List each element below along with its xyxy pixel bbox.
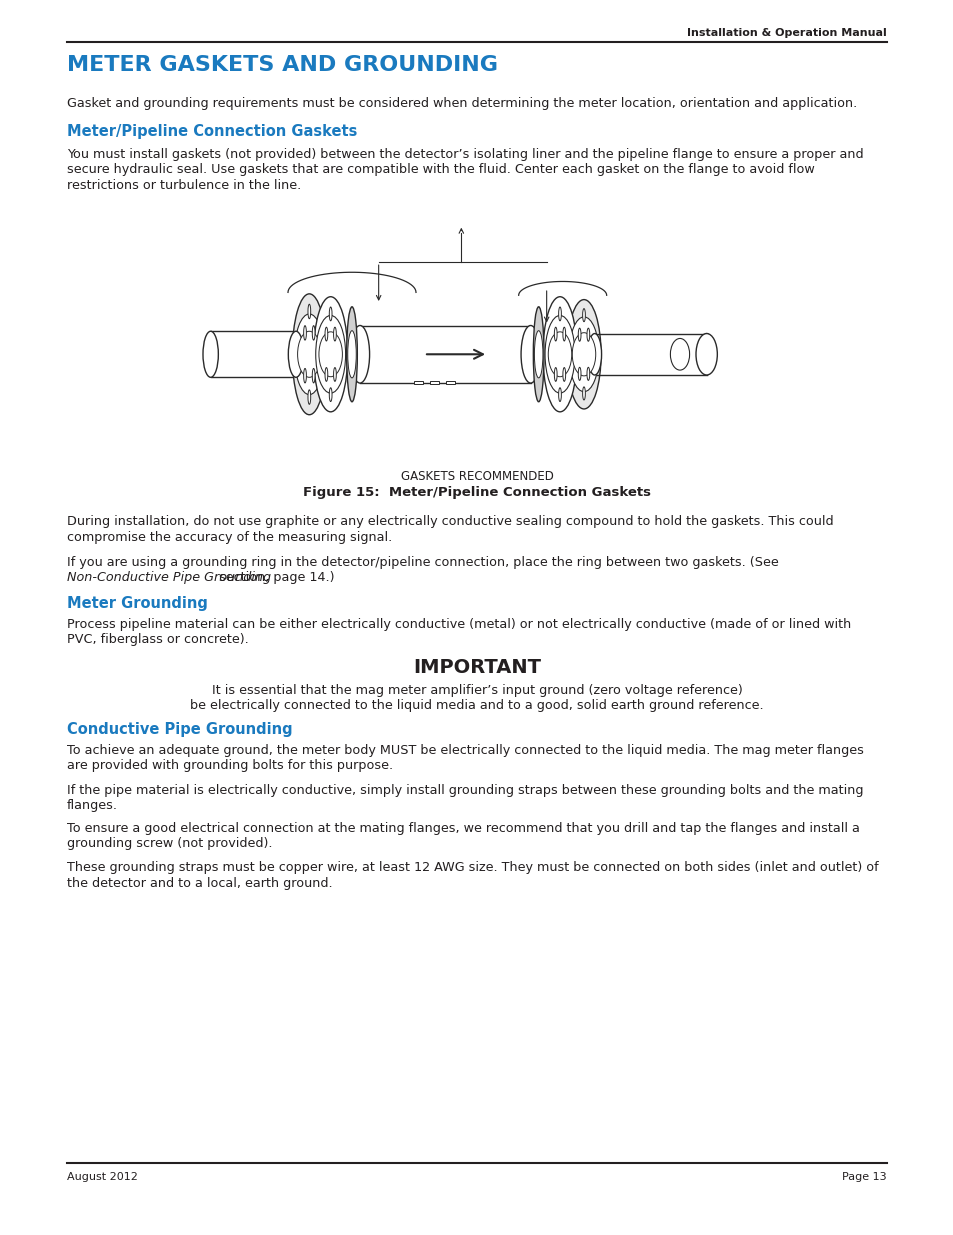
- Text: To achieve an adequate ground, the meter body MUST be electrically connected to : To achieve an adequate ground, the meter…: [67, 743, 863, 757]
- Ellipse shape: [554, 368, 557, 382]
- Ellipse shape: [325, 327, 328, 341]
- Text: If you are using a grounding ring in the detector/pipeline connection, place the: If you are using a grounding ring in the…: [67, 556, 778, 569]
- Ellipse shape: [303, 368, 306, 383]
- Text: METER GASKETS AND GROUNDING: METER GASKETS AND GROUNDING: [67, 56, 497, 75]
- Ellipse shape: [312, 368, 314, 383]
- Text: Non-Conductive Pipe Grounding: Non-Conductive Pipe Grounding: [67, 572, 271, 584]
- Text: the detector and to a local, earth ground.: the detector and to a local, earth groun…: [67, 877, 333, 889]
- Ellipse shape: [558, 308, 560, 321]
- Ellipse shape: [303, 326, 306, 340]
- Bar: [414, 382, 422, 384]
- Text: During installation, do not use graphite or any electrically conductive sealing : During installation, do not use graphite…: [67, 515, 833, 529]
- Text: Conductive Pipe Grounding: Conductive Pipe Grounding: [67, 722, 293, 737]
- Ellipse shape: [334, 368, 336, 382]
- Text: Process pipeline material can be either electrically conductive (metal) or not e: Process pipeline material can be either …: [67, 618, 850, 631]
- Ellipse shape: [586, 367, 589, 380]
- Ellipse shape: [292, 294, 326, 415]
- Text: To ensure a good electrical connection at the mating flanges, we recommend that : To ensure a good electrical connection a…: [67, 823, 859, 835]
- Text: You must install gaskets (not provided) between the detector’s isolating liner a: You must install gaskets (not provided) …: [67, 148, 862, 161]
- Ellipse shape: [318, 332, 342, 377]
- Text: Meter Grounding: Meter Grounding: [67, 597, 208, 611]
- Text: grounding screw (not provided).: grounding screw (not provided).: [67, 837, 273, 851]
- Ellipse shape: [699, 333, 713, 375]
- Text: GASKETS RECOMMENDED: GASKETS RECOMMENDED: [400, 471, 553, 483]
- Ellipse shape: [533, 306, 543, 401]
- Text: Page 13: Page 13: [841, 1172, 886, 1182]
- Ellipse shape: [569, 317, 598, 391]
- Text: are provided with grounding bolts for this purpose.: are provided with grounding bolts for th…: [67, 760, 393, 773]
- Bar: [430, 382, 438, 384]
- Ellipse shape: [346, 306, 357, 401]
- Ellipse shape: [329, 308, 332, 321]
- Ellipse shape: [520, 326, 539, 383]
- Ellipse shape: [544, 315, 575, 393]
- Text: compromise the accuracy of the measuring signal.: compromise the accuracy of the measuring…: [67, 531, 392, 543]
- Text: PVC, fiberglass or concrete).: PVC, fiberglass or concrete).: [67, 634, 249, 646]
- Text: Figure 15:  Meter/Pipeline Connection Gaskets: Figure 15: Meter/Pipeline Connection Gas…: [303, 487, 650, 499]
- Ellipse shape: [288, 331, 303, 378]
- Ellipse shape: [294, 314, 324, 394]
- Ellipse shape: [582, 309, 585, 321]
- Text: Installation & Operation Manual: Installation & Operation Manual: [686, 28, 886, 38]
- Ellipse shape: [562, 327, 565, 341]
- Text: restrictions or turbulence in the line.: restrictions or turbulence in the line.: [67, 179, 301, 191]
- Ellipse shape: [566, 300, 600, 409]
- Ellipse shape: [542, 296, 577, 411]
- Text: August 2012: August 2012: [67, 1172, 138, 1182]
- Ellipse shape: [297, 331, 321, 378]
- Ellipse shape: [308, 390, 311, 404]
- Ellipse shape: [315, 315, 345, 393]
- Text: IMPORTANT: IMPORTANT: [413, 658, 540, 677]
- Ellipse shape: [325, 368, 328, 382]
- Ellipse shape: [578, 367, 580, 380]
- Text: Gasket and grounding requirements must be considered when determining the meter : Gasket and grounding requirements must b…: [67, 98, 857, 110]
- Ellipse shape: [554, 327, 557, 341]
- Ellipse shape: [329, 388, 332, 401]
- Ellipse shape: [582, 387, 585, 400]
- Ellipse shape: [562, 368, 565, 382]
- Ellipse shape: [670, 338, 689, 370]
- Ellipse shape: [203, 331, 218, 378]
- Ellipse shape: [334, 327, 336, 341]
- Ellipse shape: [308, 304, 311, 319]
- Ellipse shape: [696, 333, 717, 375]
- Ellipse shape: [586, 329, 589, 341]
- Text: If the pipe material is electrically conductive, simply install grounding straps: If the pipe material is electrically con…: [67, 784, 862, 797]
- Text: These grounding straps must be copper wire, at least 12 AWG size. They must be c: These grounding straps must be copper wi…: [67, 861, 878, 874]
- Text: Meter/Pipeline Connection Gaskets: Meter/Pipeline Connection Gaskets: [67, 124, 357, 140]
- Ellipse shape: [312, 326, 314, 340]
- Text: section, page 14.): section, page 14.): [214, 572, 335, 584]
- Text: It is essential that the mag meter amplifier’s input ground (zero voltage refere: It is essential that the mag meter ampli…: [212, 684, 741, 697]
- Bar: [446, 382, 455, 384]
- Ellipse shape: [350, 326, 369, 383]
- Ellipse shape: [587, 333, 601, 375]
- Ellipse shape: [534, 331, 542, 378]
- Ellipse shape: [572, 332, 595, 375]
- Text: be electrically connected to the liquid media and to a good, solid earth ground : be electrically connected to the liquid …: [190, 699, 763, 713]
- Ellipse shape: [558, 388, 560, 401]
- Ellipse shape: [348, 331, 355, 378]
- Ellipse shape: [548, 332, 571, 377]
- Ellipse shape: [578, 329, 580, 341]
- Ellipse shape: [314, 296, 348, 411]
- Text: flanges.: flanges.: [67, 799, 118, 813]
- Text: secure hydraulic seal. Use gaskets that are compatible with the fluid. Center ea: secure hydraulic seal. Use gaskets that …: [67, 163, 814, 177]
